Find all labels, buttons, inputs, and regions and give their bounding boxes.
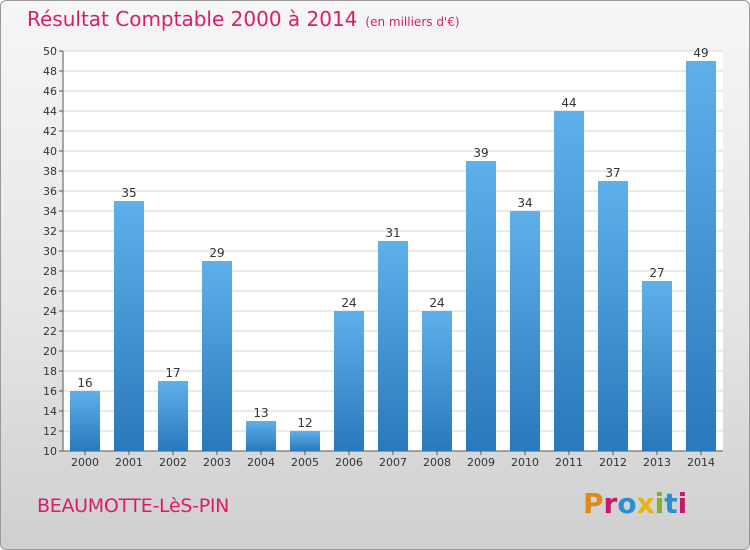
bar-2001 xyxy=(114,201,144,451)
logo-letter: i xyxy=(654,487,665,520)
chart-title-text: Résultat Comptable 2000 à 2014 xyxy=(27,7,358,31)
data-label-2013: 27 xyxy=(649,266,664,280)
x-tick-label-2009: 2009 xyxy=(467,456,495,469)
data-label-2014: 49 xyxy=(693,46,708,60)
chart-title: Résultat Comptable 2000 à 2014 (en millie… xyxy=(27,7,460,31)
data-label-2011: 44 xyxy=(561,96,576,110)
x-tick-label-2001: 2001 xyxy=(115,456,143,469)
y-tick-label: 42 xyxy=(43,125,57,138)
data-label-2000: 16 xyxy=(77,376,92,390)
bar-2006 xyxy=(334,311,364,451)
y-tick-label: 36 xyxy=(43,185,57,198)
chart-subtitle: (en milliers d'€) xyxy=(365,15,460,29)
data-label-2010: 34 xyxy=(517,196,532,210)
bar-2012 xyxy=(598,181,628,451)
logo-letter: t xyxy=(664,487,678,520)
y-tick-label: 22 xyxy=(43,325,57,338)
data-label-2006: 24 xyxy=(341,296,356,310)
y-tick-label: 24 xyxy=(43,305,57,318)
y-tick-label: 38 xyxy=(43,165,57,178)
y-tick-label: 10 xyxy=(43,445,57,458)
y-tick-label: 40 xyxy=(43,145,57,158)
x-tick-label-2002: 2002 xyxy=(159,456,187,469)
y-tick-label: 48 xyxy=(43,65,57,78)
x-tick-label-2010: 2010 xyxy=(511,456,539,469)
x-tick-label-2003: 2003 xyxy=(203,456,231,469)
proxiti-logo: Proxiti xyxy=(583,487,687,520)
logo-letter: r xyxy=(603,487,618,520)
x-tick-label-2006: 2006 xyxy=(335,456,363,469)
x-tick-label-2013: 2013 xyxy=(643,456,671,469)
x-tick-label-2005: 2005 xyxy=(291,456,319,469)
bar-2005 xyxy=(290,431,320,451)
y-tick-label: 26 xyxy=(43,285,57,298)
x-tick-label-2008: 2008 xyxy=(423,456,451,469)
y-tick-label: 50 xyxy=(43,45,57,58)
data-label-2004: 13 xyxy=(253,406,268,420)
y-tick-label: 32 xyxy=(43,225,57,238)
data-label-2012: 37 xyxy=(605,166,620,180)
x-tick-label-2004: 2004 xyxy=(247,456,275,469)
x-tick-label-2000: 2000 xyxy=(71,456,99,469)
logo-letter: P xyxy=(583,487,604,520)
y-tick-label: 20 xyxy=(43,345,57,358)
x-tick-label-2011: 2011 xyxy=(555,456,583,469)
data-label-2002: 17 xyxy=(165,366,180,380)
y-tick-label: 30 xyxy=(43,245,57,258)
x-tick-label-2007: 2007 xyxy=(379,456,407,469)
x-tick-label-2012: 2012 xyxy=(599,456,627,469)
x-tick-label-2014: 2014 xyxy=(687,456,715,469)
y-tick-label: 16 xyxy=(43,385,57,398)
data-label-2001: 35 xyxy=(121,186,136,200)
bar-2010 xyxy=(510,211,540,451)
bar-2013 xyxy=(642,281,672,451)
y-tick-label: 18 xyxy=(43,365,57,378)
y-tick-label: 12 xyxy=(43,425,57,438)
bar-2004 xyxy=(246,421,276,451)
data-label-2005: 12 xyxy=(297,416,312,430)
bar-2011 xyxy=(554,111,584,451)
data-label-2007: 31 xyxy=(385,226,400,240)
bar-2003 xyxy=(202,261,232,451)
bar-2002 xyxy=(158,381,188,451)
y-tick-label: 14 xyxy=(43,405,57,418)
data-label-2009: 39 xyxy=(473,146,488,160)
logo-letter: x xyxy=(636,487,655,520)
logo-letter: o xyxy=(617,487,637,520)
bar-2007 xyxy=(378,241,408,451)
bar-2008 xyxy=(422,311,452,451)
data-label-2003: 29 xyxy=(209,246,224,260)
bar-2014 xyxy=(686,61,716,451)
data-label-2008: 24 xyxy=(429,296,444,310)
bar-2009 xyxy=(466,161,496,451)
y-tick-label: 34 xyxy=(43,205,57,218)
y-tick-label: 44 xyxy=(43,105,57,118)
y-tick-label: 46 xyxy=(43,85,57,98)
logo-letter: i xyxy=(677,487,688,520)
bar-2000 xyxy=(70,391,100,451)
town-name: BEAUMOTTE-LèS-PIN xyxy=(37,495,230,517)
y-tick-label: 28 xyxy=(43,265,57,278)
